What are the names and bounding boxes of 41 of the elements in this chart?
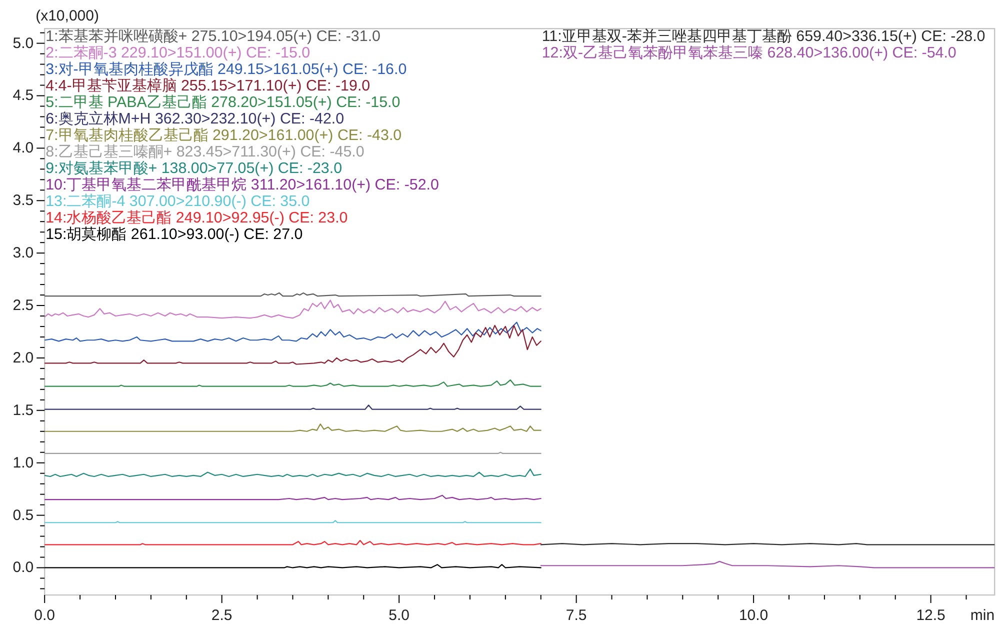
text: 15:胡莫柳酯 261.10>93.00(-) CE: 27.0	[46, 226, 303, 244]
y-tick-label: 0.0	[12, 559, 34, 576]
text: 3:对-甲氧基肉桂酸异戊酯 249.15>161.05(+) CE: -16.0	[46, 61, 407, 78]
text: 12:双-乙基己氧苯酚甲氧苯基三嗪 628.40>136.00(+) CE: -54.0	[542, 44, 956, 62]
y-tick-label: 0.5	[12, 506, 34, 524]
line-series	[44, 423, 542, 432]
y-tick-label: 3.5	[12, 192, 34, 210]
y-tick-label: 2.5	[12, 297, 34, 314]
line-series	[44, 322, 542, 342]
text: 7:甲氧基肉桂酸乙基己酯 291.20>161.00(+) CE: -43.0	[46, 127, 402, 144]
text: 10:丁基甲氧基二苯甲酰基甲烷 311.20>161.10(+) CE: -52.0	[46, 176, 439, 194]
text: 6:奥克立林M+H 362.30>232.10(+) CE: -42.0	[46, 110, 344, 128]
x-tick-label: 7.5	[566, 607, 587, 624]
y-tick-label: 4.5	[12, 87, 34, 104]
line-series	[44, 468, 542, 478]
y-tick-label: 4.0	[12, 140, 34, 157]
text: 9:对氨基苯甲酸+ 138.00>77.05(+) CE: -23.0	[46, 160, 342, 178]
y-tick-label: 1.5	[12, 402, 34, 419]
y-tick-label: 5.0	[12, 34, 34, 52]
y-tick-label: 1.0	[12, 454, 34, 472]
x-tick-label: 2.5	[211, 607, 232, 624]
y-tick-label: 2.0	[12, 349, 34, 366]
x-tick-label: 5.0	[388, 607, 410, 624]
y-axis-title: (x10,000)	[36, 8, 99, 25]
text: 1:苯基苯并咪唑磺酸+ 275.10>194.05(+) CE: -31.0	[46, 28, 380, 46]
text: 5:二甲基 PABA乙基己酯 278.20>151.05(+) CE: -15.0	[46, 94, 400, 112]
text: 14:水杨酸乙基己酯 249.10>92.95(-) CE: 23.0	[46, 210, 348, 227]
text: 13:二苯酮-4 307.00>210.90(-) CE: 35.0	[46, 193, 310, 210]
x-tick-label: 10.0	[738, 607, 768, 624]
line-series	[44, 324, 542, 365]
text: 8:乙基己基三嗪酮+ 823.45>711.30(+) CE: -45.0	[46, 144, 364, 161]
x-tick-label: 0.0	[34, 607, 56, 624]
text: 2:二苯酮-3 229.10>151.00(+) CE: -15.0	[46, 44, 310, 62]
x-axis-title: min	[970, 607, 995, 624]
x-tick-label: 12.5	[916, 607, 946, 624]
line-series	[44, 379, 542, 387]
line-series	[540, 560, 995, 568]
text: 4:4-甲基苄亚基樟脑 255.15>171.10(+) CE: -19.0	[46, 78, 370, 95]
text: 11:亚甲基双-苯并三唑基四甲基丁基酚 659.40>336.15(+) CE: -28.0	[542, 28, 986, 46]
line-series	[44, 300, 542, 319]
y-tick-label: 3.0	[12, 244, 34, 262]
